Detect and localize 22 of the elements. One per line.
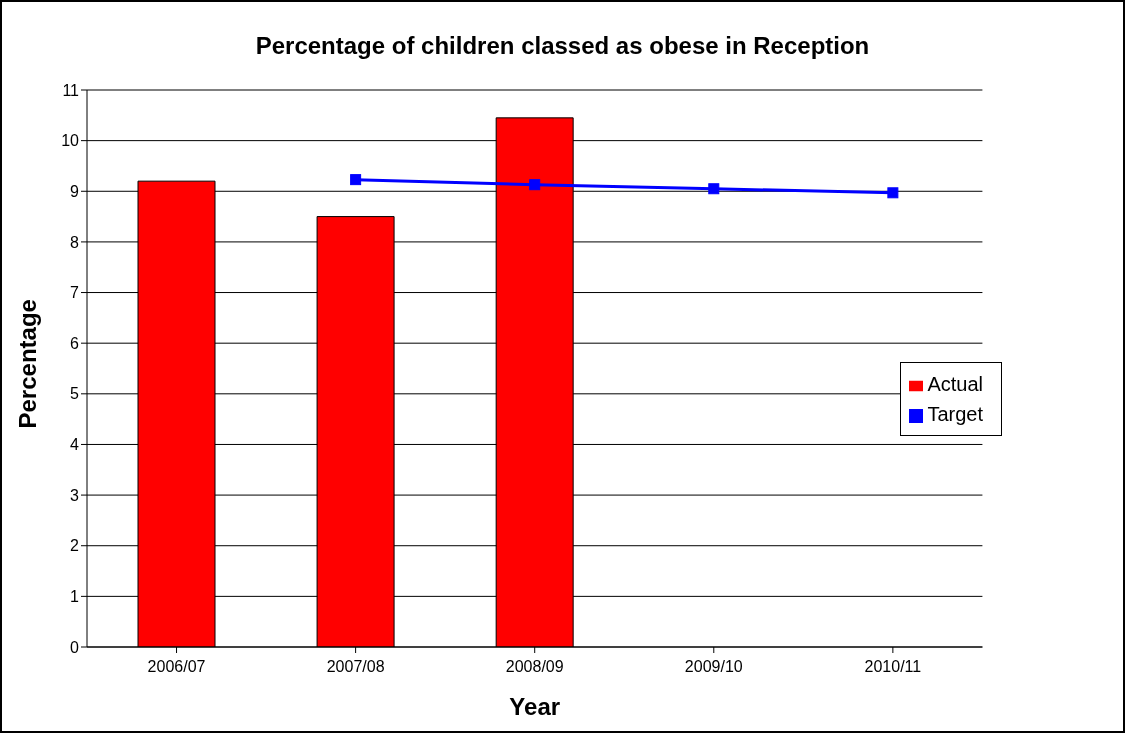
y-tick-label: 5	[70, 385, 80, 403]
legend-label: Target	[927, 403, 983, 425]
x-tick-label: 2007/08	[326, 658, 385, 676]
legend-label: Actual	[927, 373, 983, 395]
y-tick-label: 4	[70, 436, 80, 454]
y-tick-label: 10	[61, 132, 80, 150]
x-tick-label: 2006/07	[147, 658, 206, 676]
x-axis-title: Year	[509, 693, 561, 720]
y-tick-label: 7	[70, 284, 80, 302]
x-tick-label: 2010/11	[864, 658, 922, 676]
y-tick-label: 11	[62, 81, 80, 99]
y-tick-label: 1	[70, 588, 80, 606]
y-tick-label: 9	[70, 182, 80, 200]
y-tick-label: 0	[70, 638, 80, 656]
x-tick-label: 2008/09	[505, 658, 564, 676]
y-tick-label: 2	[70, 537, 80, 555]
y-tick-label: 6	[70, 334, 80, 352]
x-tick-label: 2009/10	[684, 658, 743, 676]
y-tick-label: 8	[70, 233, 80, 251]
y-axis-title: Percentage	[13, 299, 41, 429]
chart-title: Percentage of children classed as obese in Reception	[254, 32, 871, 60]
y-tick-label: 3	[70, 486, 80, 504]
